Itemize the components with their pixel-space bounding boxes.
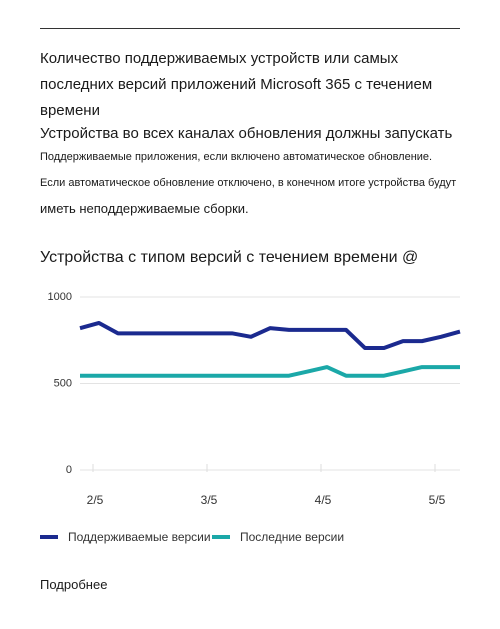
learn-more-link[interactable]: Подробнее	[40, 577, 108, 592]
chart-title: Устройства с типом версий с течением вре…	[40, 249, 419, 266]
y-tick-label: 1000	[48, 291, 72, 303]
body-line: иметь неподдерживаемые сборки.	[40, 201, 249, 216]
x-tick-label: 2/5	[87, 493, 104, 507]
x-tick-label: 5/5	[429, 493, 446, 507]
chart: 0 500 1000 2/5 3/5 4/5 5/5 Поддерживаемые верси…	[40, 291, 461, 544]
series-line	[80, 365, 460, 378]
x-tick-label: 4/5	[315, 493, 332, 507]
x-tick-label: 3/5	[201, 493, 218, 507]
divider	[40, 28, 460, 29]
legend-label: Последние версии	[240, 530, 344, 544]
card-title: Количество поддерживаемых устройств или …	[40, 50, 433, 119]
y-tick-label: 500	[54, 377, 72, 389]
legend-label: Поддерживаемые версии	[68, 530, 211, 544]
body-line: Устройства во всех каналах обновления до…	[40, 125, 453, 142]
series-line	[79, 320, 461, 351]
body-line: Поддерживаемые приложения, если включено…	[40, 151, 433, 163]
body-line: Если автоматическое обновление отключено…	[40, 177, 457, 189]
y-tick-label: 0	[66, 464, 72, 476]
